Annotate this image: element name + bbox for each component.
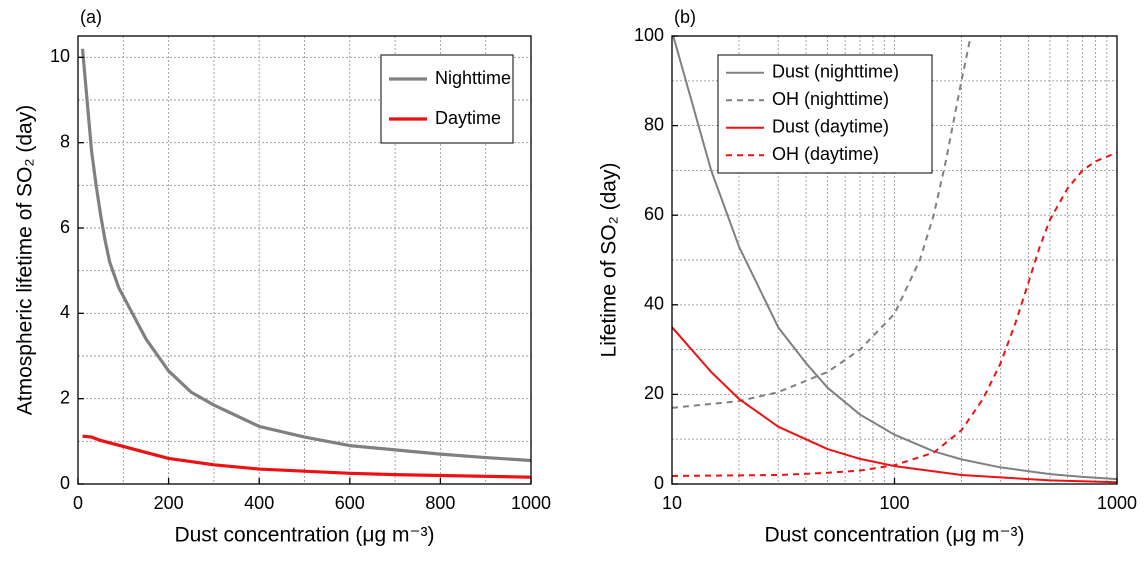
- y-axis-label: Lifetime of SO₂ (day): [598, 163, 621, 358]
- plot-frame: [77, 35, 532, 485]
- series-line: [672, 36, 1117, 481]
- y-tick-label: 2: [60, 387, 70, 407]
- y-tick-label: 60: [644, 204, 664, 224]
- y-tick-label: 10: [50, 46, 70, 66]
- x-tick-label: 0: [73, 493, 83, 513]
- legend-label: Daytime: [435, 108, 501, 128]
- y-tick-label: 4: [60, 302, 70, 322]
- x-tick-label: 1000: [1097, 493, 1137, 513]
- x-tick-label: 10: [662, 493, 682, 513]
- y-tick-label: 40: [644, 294, 664, 314]
- y-tick-label: 80: [644, 114, 664, 134]
- y-tick-label: 20: [644, 383, 664, 403]
- panel: 10 100 1000 0 20 40 60 80 100 (b) Dust concentrati…: [598, 7, 1137, 547]
- y-tick-label: 0: [60, 473, 70, 493]
- x-tick-label: 100: [879, 493, 909, 513]
- legend-box: [380, 54, 514, 144]
- y-tick-label: 0: [654, 473, 664, 493]
- y-axis-label: Atmospheric lifetime of SO₂ (day): [14, 105, 37, 415]
- panel: 0 200 400 600 800 1000 0 2 4 6 8 10 (a) Dust concentr…: [14, 7, 551, 547]
- x-tick-label: 200: [154, 493, 184, 513]
- legend-label: Dust (daytime): [772, 117, 889, 137]
- x-tick-label: 800: [425, 493, 455, 513]
- x-tick-label: 1000: [511, 493, 551, 513]
- legend-label: OH (nighttime): [772, 89, 889, 109]
- panel-label: (a): [80, 7, 102, 27]
- series-line: [82, 434, 531, 479]
- legend-label: Dust (nighttime): [772, 62, 899, 82]
- legend-label: OH (daytime): [772, 144, 879, 164]
- legend: Dust (nighttime) OH (nighttime) Dust (dayt…: [717, 54, 933, 174]
- legend-box: [717, 54, 933, 174]
- y-tick-label: 6: [60, 217, 70, 237]
- x-axis-label: Dust concentration (μg m⁻³): [764, 524, 1024, 547]
- x-tick-label: 600: [335, 493, 365, 513]
- x-axis-label: Dust concentration (μg m⁻³): [174, 524, 434, 547]
- x-tick-label: 400: [244, 493, 274, 513]
- legend: Nighttime Daytime: [380, 54, 514, 144]
- series-line: [672, 326, 1117, 484]
- y-tick-label: 100: [634, 25, 664, 45]
- panel-label: (b): [674, 7, 696, 27]
- series-line: [80, 48, 531, 463]
- y-tick-label: 8: [60, 131, 70, 151]
- series-line: [672, 151, 1117, 477]
- legend-label: Nighttime: [435, 68, 511, 88]
